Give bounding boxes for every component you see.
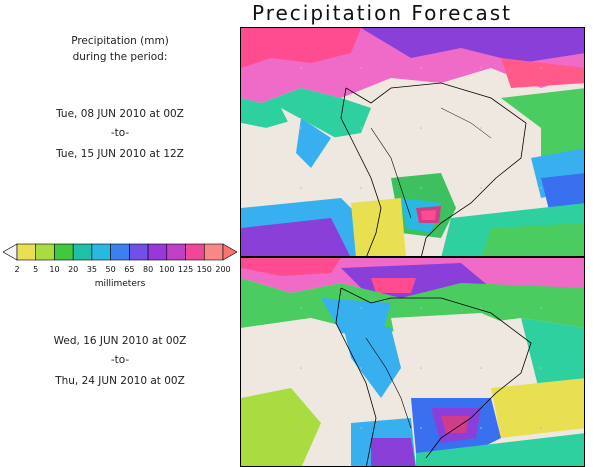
colorbar-tick-label: 80 [142,265,154,274]
colorbar-high-arrow [222,243,238,261]
colorbar-legend [2,241,238,281]
period2-sep: -to- [110,354,130,366]
colorbar-tick-label: 100 [159,265,175,274]
chart-title: Precipitation Forecast [252,1,512,25]
colorbar-low-arrow [2,243,18,261]
colorbar-tick-label: 20 [68,265,79,274]
period1-sep: -to- [110,127,130,139]
colorbar-swatch [203,243,224,261]
colorbar-tick-label: 35 [86,265,97,274]
colorbar-swatch [166,243,186,261]
colorbar-swatch [91,243,111,261]
colorbar-tick-label: 50 [105,265,116,274]
header-line2: during the period: [72,51,168,63]
colorbar-swatch [129,243,149,261]
colorbar-swatch [72,243,93,261]
map-period-2 [240,257,585,467]
period1-start: Tue, 08 JUN 2010 at 00Z [56,108,184,120]
colorbar-tick-label: 65 [124,265,135,274]
header-line1: Precipitation (mm) [71,35,169,47]
period2-end: Thu, 24 JUN 2010 at 00Z [55,375,185,387]
colorbar-swatch [16,243,37,261]
map-period-1 [240,27,585,257]
legend-units: millimeters [94,279,146,289]
colorbar-tick-label: 2 [14,265,20,274]
colorbar-swatch [35,243,55,261]
colorbar-swatch [147,243,168,261]
colorbar-swatch [185,243,205,261]
period2-start: Wed, 16 JUN 2010 at 00Z [53,335,187,347]
colorbar-swatch [110,243,130,261]
colorbar-tick-label: 10 [49,265,60,274]
colorbar-swatch [54,243,74,261]
colorbar-tick-label: 150 [196,265,212,274]
colorbar-tick-label: 125 [177,265,194,274]
colorbar-tick-label: 5 [33,265,39,274]
period1-end: Tue, 15 JUN 2010 at 12Z [56,148,184,160]
colorbar-tick-label: 200 [215,265,231,274]
